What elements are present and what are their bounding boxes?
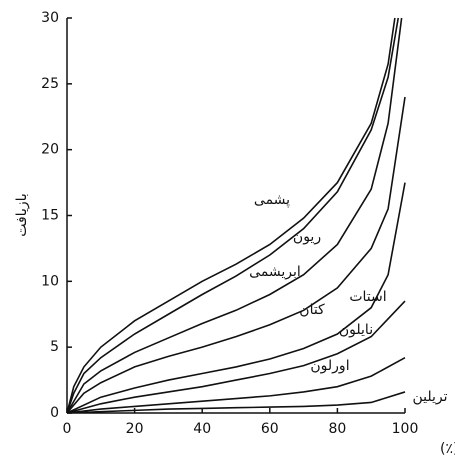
series-label: تریلین [412,389,447,405]
y-tick-label: 25 [41,76,59,92]
curve [66,356,406,414]
curve [66,391,406,414]
x-tick-label: 60 [261,421,279,437]
series-label: استات [349,289,386,305]
curve [66,182,406,414]
curve [66,17,396,414]
curve [66,96,406,414]
series-label: ابریشمی [249,264,301,280]
x-tick-label: 0 [63,421,72,437]
series-label: کتان [299,302,325,318]
curve [66,17,400,414]
series-label: اورلون [310,358,349,374]
x-tick-label: 20 [126,421,144,437]
series-label: پشمی [254,192,290,208]
curve [66,300,406,414]
series-label: نایلون [339,322,373,338]
y-tick-label: 10 [41,273,59,289]
series-label: ریون [293,229,321,245]
y-tick-label: 30 [41,10,59,26]
curve [66,17,403,414]
x-tick-label: 100 [392,421,419,437]
y-tick-label: 15 [41,208,59,224]
x-axis-label: رطوبت نسبی (٪) [440,441,455,457]
y-tick-label: 20 [41,142,59,158]
x-tick-label: 80 [328,421,346,437]
y-tick-label: 5 [50,339,59,355]
x-tick-label: 40 [193,421,211,437]
y-tick-label: 0 [50,405,59,421]
y-axis-label: بازیافت [14,193,30,237]
